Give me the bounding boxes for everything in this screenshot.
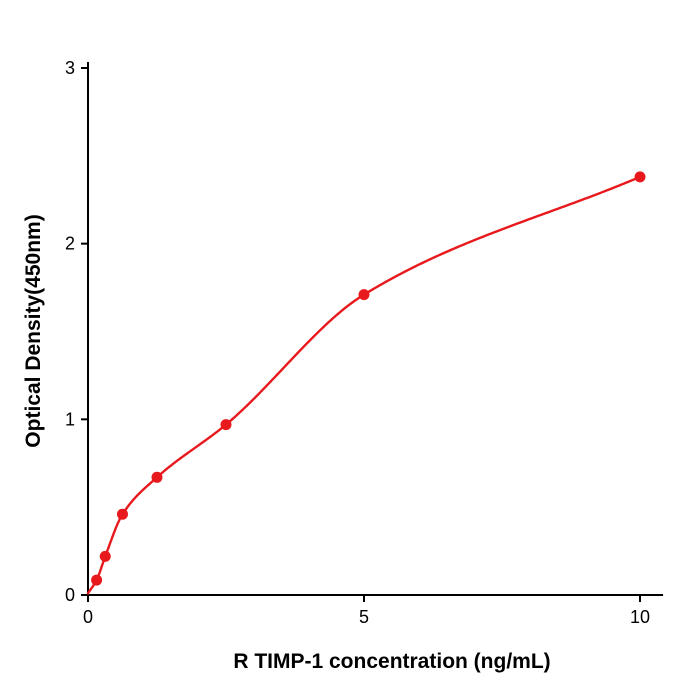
y-axis-label: Optical Density(450nm) <box>22 214 45 447</box>
fit-curve-layer <box>86 175 642 595</box>
x-axis-label: R TIMP-1 concentration (ng/mL) <box>233 650 550 673</box>
x-tick-label: 5 <box>359 607 369 627</box>
data-point <box>151 471 163 483</box>
x-tick-label: 10 <box>630 607 650 627</box>
y-tick-label: 2 <box>65 234 75 254</box>
fit-curve <box>86 175 642 595</box>
data-point <box>91 574 103 586</box>
data-point <box>220 419 232 431</box>
axis-lines <box>87 61 664 596</box>
data-point <box>117 508 128 520</box>
y-tick-label: 3 <box>65 58 75 78</box>
data-points-layer <box>91 171 646 586</box>
data-point <box>99 550 111 562</box>
y-tick-label: 0 <box>65 585 75 605</box>
y-tick-label: 1 <box>65 409 75 429</box>
data-point <box>634 171 646 183</box>
axes: 0 5 10 0 1 2 3 <box>65 58 664 627</box>
x-tick-label: 0 <box>83 607 93 627</box>
data-point <box>358 289 370 301</box>
